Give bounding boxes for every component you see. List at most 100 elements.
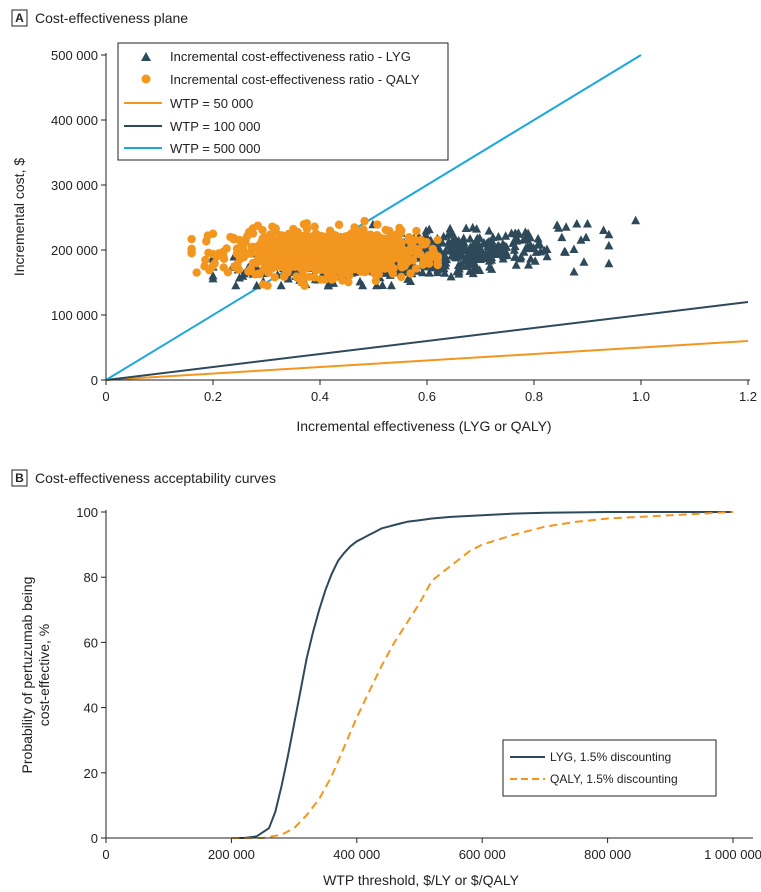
legend-qaly-discounting-label: QALY, 1.5% discounting — [550, 772, 678, 786]
qaly-point — [235, 254, 245, 264]
lyg-point — [533, 233, 543, 243]
panel-b-x-tick-label: 1 000 000 — [704, 847, 761, 862]
qaly-point — [304, 244, 314, 253]
qaly-point — [223, 268, 233, 277]
lyg-point — [446, 271, 456, 281]
qaly-point — [325, 226, 335, 235]
wtp-500000-line — [105, 54, 642, 381]
lyg-point — [208, 271, 218, 280]
qaly-point — [315, 259, 324, 268]
panel-a: A Cost-effectiveness plane 0 0.2 0.4 0.6 0.8… — [11, 9, 757, 434]
lyg-point — [539, 245, 549, 255]
qaly-point — [338, 233, 347, 243]
panel-b-x-tick-label: 0 — [102, 847, 109, 862]
qaly-point — [260, 254, 269, 263]
lyg-point — [276, 280, 286, 290]
qaly-point — [416, 249, 425, 259]
qaly-point — [386, 243, 396, 252]
lyg-point — [453, 260, 463, 270]
qaly-point — [410, 235, 420, 245]
lyg-point — [530, 256, 540, 265]
qaly-point — [412, 226, 421, 236]
panel-b-y-axis-label-line1: Probability of pertuzumab being — [19, 577, 35, 774]
lyg-point — [473, 253, 483, 262]
lyg-point — [372, 280, 382, 290]
lyg-point — [583, 219, 592, 228]
lyg-point — [424, 224, 434, 234]
qaly-point — [373, 220, 382, 229]
panel-b-title: Cost-effectiveness acceptability curves — [35, 470, 276, 486]
qaly-point — [389, 264, 398, 273]
qaly-point — [406, 269, 415, 278]
qaly-point — [329, 263, 339, 272]
qaly-point — [205, 265, 214, 275]
lyg-point — [440, 268, 450, 277]
qaly-point — [297, 277, 306, 287]
panel-b-y-tick-label: 40 — [84, 701, 98, 716]
panel-b-x-axis-label: WTP threshold, $/LY or $/QALY — [323, 872, 519, 888]
qaly-point — [248, 229, 258, 238]
lyg-point — [510, 241, 520, 251]
lyg-point — [557, 232, 567, 242]
lyg-point — [432, 267, 442, 277]
panel-a-ticks: 0 0.2 0.4 0.6 0.8 1.0 1.2 0 100 000 200 000 300 00… — [51, 48, 757, 404]
lyg-point — [599, 225, 609, 234]
lyg-point — [424, 268, 434, 277]
lyg-point — [572, 219, 582, 228]
qaly-point — [283, 236, 292, 245]
qaly-point — [271, 241, 280, 250]
qaly-point — [299, 220, 309, 229]
qaly-point — [212, 252, 221, 261]
panel-a-title: Cost-effectiveness plane — [35, 10, 188, 26]
lyg-point — [502, 250, 512, 260]
lyg-point — [386, 280, 396, 290]
lyg-point — [528, 243, 538, 252]
qaly-point — [397, 260, 406, 270]
panel-a-axes — [105, 53, 750, 381]
panel-a-x-tick-label: 0.6 — [418, 389, 436, 404]
panel-b-y-axis-label: Probability of pertuzumab being cost-eff… — [19, 577, 52, 774]
legend-lyg-label: Incremental cost-effectiveness ratio - L… — [170, 49, 411, 64]
qaly-point — [192, 268, 201, 277]
lyg-point — [535, 240, 545, 249]
wtp-50000-line — [105, 340, 749, 381]
panel-a-x-tick-label: 0.8 — [525, 389, 543, 404]
lyg-point — [519, 247, 529, 256]
qaly-point — [327, 233, 337, 243]
lyg-point — [427, 262, 437, 272]
legend-qaly-label: Incremental cost-effectiveness ratio - Q… — [170, 72, 420, 87]
lyg-point — [437, 238, 447, 247]
lyg-point — [472, 237, 482, 247]
qaly-point — [433, 235, 442, 245]
lyg-point — [252, 280, 262, 290]
qaly-point — [322, 265, 331, 274]
lyg-point — [526, 254, 536, 263]
qaly-point — [263, 248, 272, 257]
qaly-point — [327, 274, 336, 284]
qaly-point — [349, 256, 358, 265]
panel-b-x-tick-label: 600 000 — [459, 847, 506, 862]
panel-a-y-axis-label: Incremental cost, $ — [11, 158, 27, 276]
panel-b-y-tick-label: 80 — [84, 570, 98, 585]
qaly-point — [400, 252, 409, 262]
panel-b-y-tick-label: 0 — [91, 831, 98, 846]
lyg-point — [456, 247, 466, 257]
panel-b-x-tick-label: 800 000 — [584, 847, 631, 862]
lyg-point — [459, 233, 469, 243]
qaly-point — [246, 264, 255, 274]
qaly-point — [187, 234, 196, 244]
panel-b-axes — [105, 510, 753, 839]
lyg-point — [511, 236, 521, 245]
panel-b-ticks: 0 200 000 400 000 600 000 800 000 1 000 000 0 2… — [76, 505, 761, 862]
qaly-point — [322, 250, 331, 260]
lyg-point — [631, 215, 641, 225]
lyg-point — [451, 244, 461, 254]
lyg-point — [604, 240, 614, 250]
qaly-point — [252, 258, 262, 268]
lyg-point — [569, 267, 579, 276]
panel-a-wtp-lines — [105, 54, 749, 381]
qaly-point — [292, 272, 301, 281]
lyg-point — [234, 273, 244, 282]
lyg-point — [231, 280, 241, 290]
panel-a-y-tick-label: 0 — [91, 373, 98, 388]
